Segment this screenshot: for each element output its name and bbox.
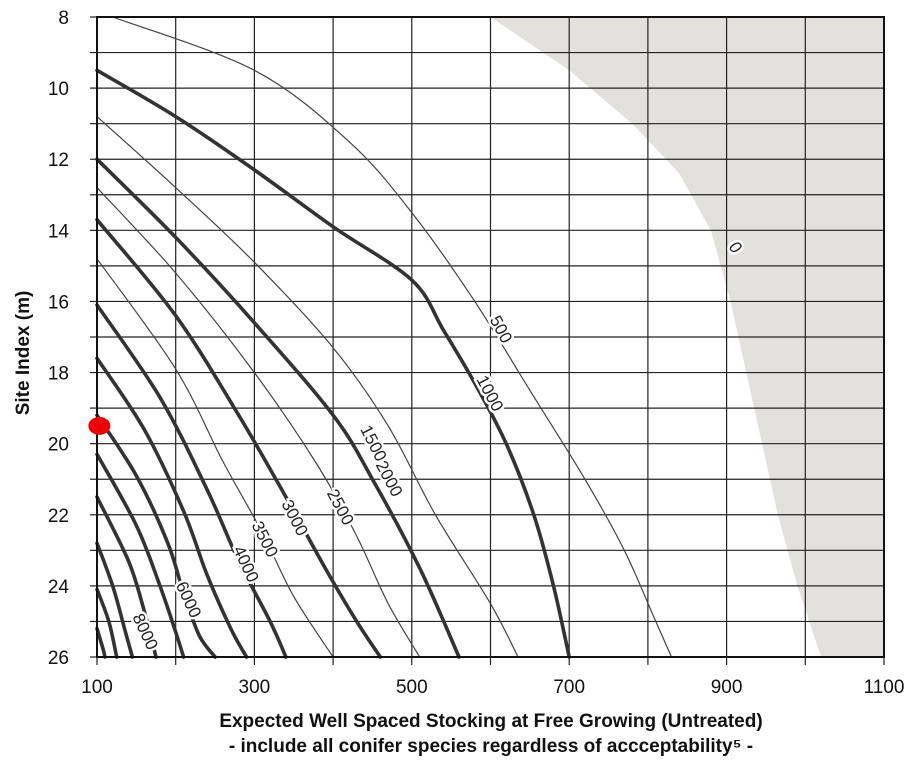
plot-frame [96, 16, 885, 658]
contour-line-1500 [96, 116, 519, 658]
shaded-region-zero [490, 17, 884, 657]
y-tick-labels: 8 10 12 14 16 18 20 22 24 26 [48, 8, 70, 669]
y-tick-label: 22 [48, 506, 69, 527]
x-tick-label: 700 [553, 677, 585, 698]
contour-line [95, 541, 135, 659]
x-tick-label: 1100 [864, 677, 905, 698]
red-marker-point [88, 416, 111, 435]
y-tick-label: 10 [48, 79, 69, 100]
contour-line [95, 587, 119, 659]
contour-line-4000 [95, 303, 288, 659]
contour-label-2500: 2500 [323, 486, 358, 528]
y-tick-label: 8 [58, 8, 69, 29]
contour-line-6000 [95, 413, 217, 659]
y-axis-title: Site Index (m) [13, 291, 34, 416]
y-tick-label: 14 [48, 221, 70, 242]
contour-line-3500 [96, 258, 334, 658]
shaded-zero-region-layer [490, 17, 884, 657]
contour-line [95, 626, 107, 659]
y-tick-label: 18 [48, 364, 69, 385]
contour-line-3000 [95, 217, 383, 659]
y-tick-label: 24 [48, 577, 70, 598]
x-tick-label: 300 [239, 677, 271, 698]
contour-line [95, 356, 249, 659]
x-tick-label: 900 [711, 677, 743, 698]
marker-layer [88, 416, 111, 435]
contour-label-6000: 6000 [172, 579, 205, 621]
contour-line-1000 [95, 68, 571, 659]
y-tick-label: 20 [48, 435, 69, 456]
contour-label-4000: 4000 [229, 543, 262, 585]
x-axis-title: Expected Well Spaced Stocking at Free Gr… [219, 711, 762, 732]
contour-lines-layer [95, 16, 673, 659]
y-tick-label: 26 [48, 648, 69, 669]
x-tick-label: 100 [81, 677, 113, 698]
y-tick-label: 12 [48, 150, 69, 171]
contour-line-2000 [95, 157, 461, 659]
contour-label-8000: 8000 [129, 611, 162, 653]
x-axis-subtitle: - include all conifer species regardless… [229, 736, 753, 757]
contour-label-3000: 3000 [278, 497, 312, 539]
x-tick-labels: 100 300 500 700 900 1100 [81, 677, 904, 698]
contour-line-500 [112, 16, 673, 658]
x-tick-label: 500 [396, 677, 428, 698]
contour-line-8000 [95, 495, 158, 659]
y-tick-label: 16 [48, 292, 69, 313]
contour-line [95, 452, 186, 659]
contour-line-2500 [96, 187, 421, 658]
contour-label-3500: 3500 [248, 518, 282, 560]
